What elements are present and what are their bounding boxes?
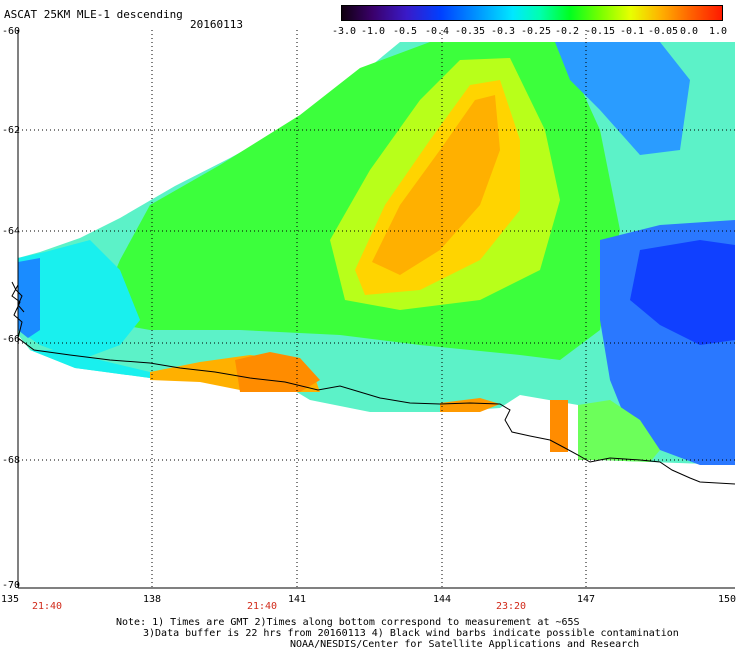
lat-label-68: -68 — [2, 455, 21, 466]
colorbar-label: -0.15 — [584, 26, 616, 37]
colorbar-label: 0.0 — [679, 26, 699, 37]
colorbar — [341, 5, 723, 21]
colorbar-label: -0.1 — [619, 26, 645, 37]
lat-label-64: -64 — [2, 226, 21, 237]
lon-label-144: 144 — [432, 594, 452, 605]
colorbar-label: -0.05 — [647, 26, 679, 37]
field-lowerleft-cyan — [30, 350, 150, 378]
coastline-left — [11, 281, 25, 313]
lon-label-147: 147 — [576, 594, 596, 605]
lat-label-66: -66 — [2, 334, 21, 345]
time-label-3: 23:20 — [495, 601, 527, 612]
lon-label-150: 150 — [717, 594, 737, 605]
colorbar-label: -0.5 — [392, 26, 418, 37]
lon-label-141: 141 — [287, 594, 307, 605]
colorbar-label: -0.35 — [454, 26, 486, 37]
field-blue-deep — [630, 240, 735, 345]
lat-label-70: -70 — [2, 580, 21, 591]
map-date: 20160113 — [190, 18, 243, 31]
time-label-2: 21:40 — [246, 601, 278, 612]
field-orange — [372, 95, 500, 275]
time-label-1: 21:40 — [31, 601, 63, 612]
note-line-2: 3)Data buffer is 22 hrs from 20160113 4)… — [143, 628, 679, 639]
field-orange-coast4 — [550, 400, 568, 452]
field-orange-coast3 — [440, 398, 500, 412]
colorbar-label: 1.0 — [708, 26, 728, 37]
colorbar-label: -0.3 — [490, 26, 516, 37]
map-title: ASCAT 25KM MLE-1 descending — [4, 8, 183, 21]
coastline — [11, 284, 736, 485]
field-blue-left — [18, 258, 40, 338]
field-blue-upper — [555, 42, 690, 155]
colorbar-label: -1.0 — [360, 26, 386, 37]
lat-label-62: -62 — [2, 125, 21, 136]
note-line-1: Note: 1) Times are GMT 2)Times along bot… — [116, 617, 580, 628]
field-lowerright-green — [578, 400, 660, 462]
field-orange-coast2 — [235, 352, 320, 392]
field-cyan-left — [18, 240, 140, 360]
lon-label-138: 138 — [142, 594, 162, 605]
note-line-3: NOAA/NESDIS/Center for Satellite Applica… — [290, 639, 640, 650]
gridlines — [18, 30, 735, 588]
lon-label-135: 135 — [0, 594, 20, 605]
lat-label-60: -60 — [2, 26, 21, 37]
frame — [17, 30, 735, 589]
colorbar-label: -3.0 — [331, 26, 357, 37]
colorbar-label: -0.25 — [520, 26, 552, 37]
data-field — [18, 42, 735, 465]
colorbar-label: -0.2 — [554, 26, 580, 37]
colorbar-label: -0.4 — [424, 26, 450, 37]
